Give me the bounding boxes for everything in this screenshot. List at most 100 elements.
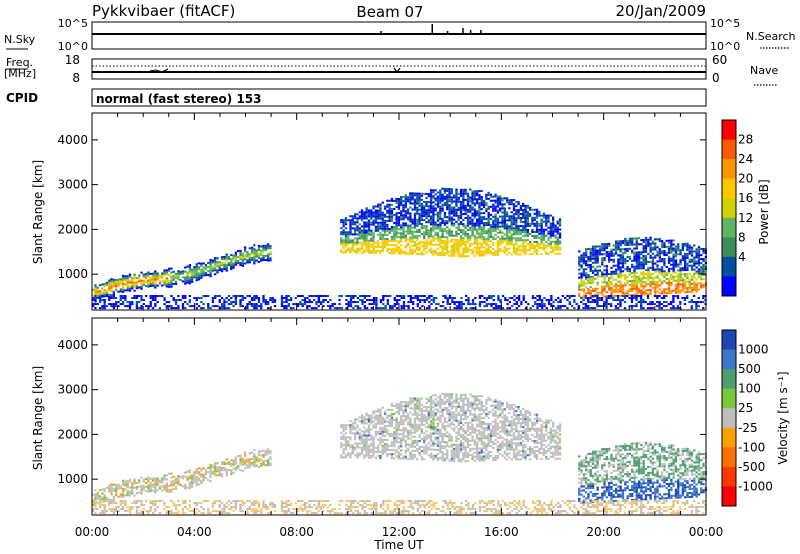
echo-cell [232,305,235,308]
echo-cell [207,265,210,268]
echo-cell [367,223,371,226]
echo-cell [686,246,689,249]
echo-cell [413,194,417,197]
echo-cell [308,305,311,308]
echo-cell [420,222,424,225]
echo-cell [359,295,362,298]
echo-cell [667,249,671,252]
echo-cell [397,441,401,444]
echo-cell [429,247,433,250]
echo-cell [315,303,318,306]
echo-cell [633,265,636,268]
echo-cell [379,211,382,214]
echo-cell [524,247,527,250]
echo-cell [672,255,675,258]
echo-cell [508,217,511,220]
echo-cell [658,250,661,253]
echo-cell [492,252,495,255]
echo-cell [383,448,387,452]
echo-cell [432,243,435,246]
echo-cell [409,212,412,215]
echo-cell [179,270,182,273]
echo-cell [621,286,625,289]
echo-cell [121,491,125,494]
echo-cell [522,208,525,211]
echo-cell [94,290,97,293]
echo-cell [482,232,486,235]
echo-cell [434,207,437,210]
echo-cell [404,250,407,253]
echo-cell [181,305,185,308]
echo-cell [266,450,270,453]
echo-cell [253,461,256,464]
echo-cell [117,483,120,486]
echo-cell [195,269,198,272]
echo-cell [255,255,258,258]
echo-cell [253,297,256,300]
echo-cell [376,446,380,449]
echo-cell [533,234,536,237]
echo-cell [432,207,435,210]
echo-cell [702,272,705,275]
echo-cell [488,297,491,300]
echo-cell [402,252,405,255]
echo-cell [693,264,696,267]
echo-cell [421,305,424,308]
echo-cell [253,305,256,308]
echo-cell [223,255,226,259]
echo-cell [473,190,477,193]
echo-cell [425,251,428,254]
echo-cell [628,241,632,244]
echo-cell [103,285,106,288]
echo-cell [108,490,111,493]
echo-cell [241,252,244,255]
echo-cell [255,295,258,298]
echo-cell [533,224,536,227]
echo-cell [644,259,648,262]
echo-cell [427,237,430,240]
echo-cell [375,305,378,308]
echo-cell [365,243,368,246]
echo-cell [455,200,458,203]
echo-cell [386,432,389,435]
echo-cell [558,234,562,237]
echo-cell [144,295,148,298]
echo-cell [580,288,583,291]
echo-cell [365,223,368,226]
echo-cell [587,247,590,250]
echo-cell [459,229,463,232]
echo-cell [432,299,436,302]
echo-cell [413,202,417,205]
echo-cell [363,446,366,449]
echo-cell [429,229,433,232]
echo-cell [144,274,148,277]
echo-cell [670,241,673,244]
echo-cell [140,299,143,302]
echo-cell [112,303,116,306]
echo-cell [353,251,357,254]
echo-cell [558,220,562,223]
echo-cell [672,249,675,252]
echo-cell [480,230,483,233]
echo-cell [436,211,440,214]
echo-cell [269,452,272,455]
echo-cell [582,303,585,306]
echo-cell [367,446,371,449]
echo-cell [248,464,251,467]
echo-cell [425,227,428,230]
echo-cell [246,259,249,262]
echo-cell [639,297,643,300]
echo-cell [128,287,132,290]
echo-cell [156,301,159,304]
echo-cell [407,305,410,308]
echo-cell [360,231,364,234]
echo-cell [623,301,627,304]
echo-cell [466,210,470,213]
echo-cell [367,416,371,419]
echo-cell [349,430,352,433]
echo-cell [459,217,463,220]
echo-cell [695,307,698,310]
echo-cell [351,221,354,224]
echo-cell [188,280,192,283]
echo-cell [515,239,518,242]
